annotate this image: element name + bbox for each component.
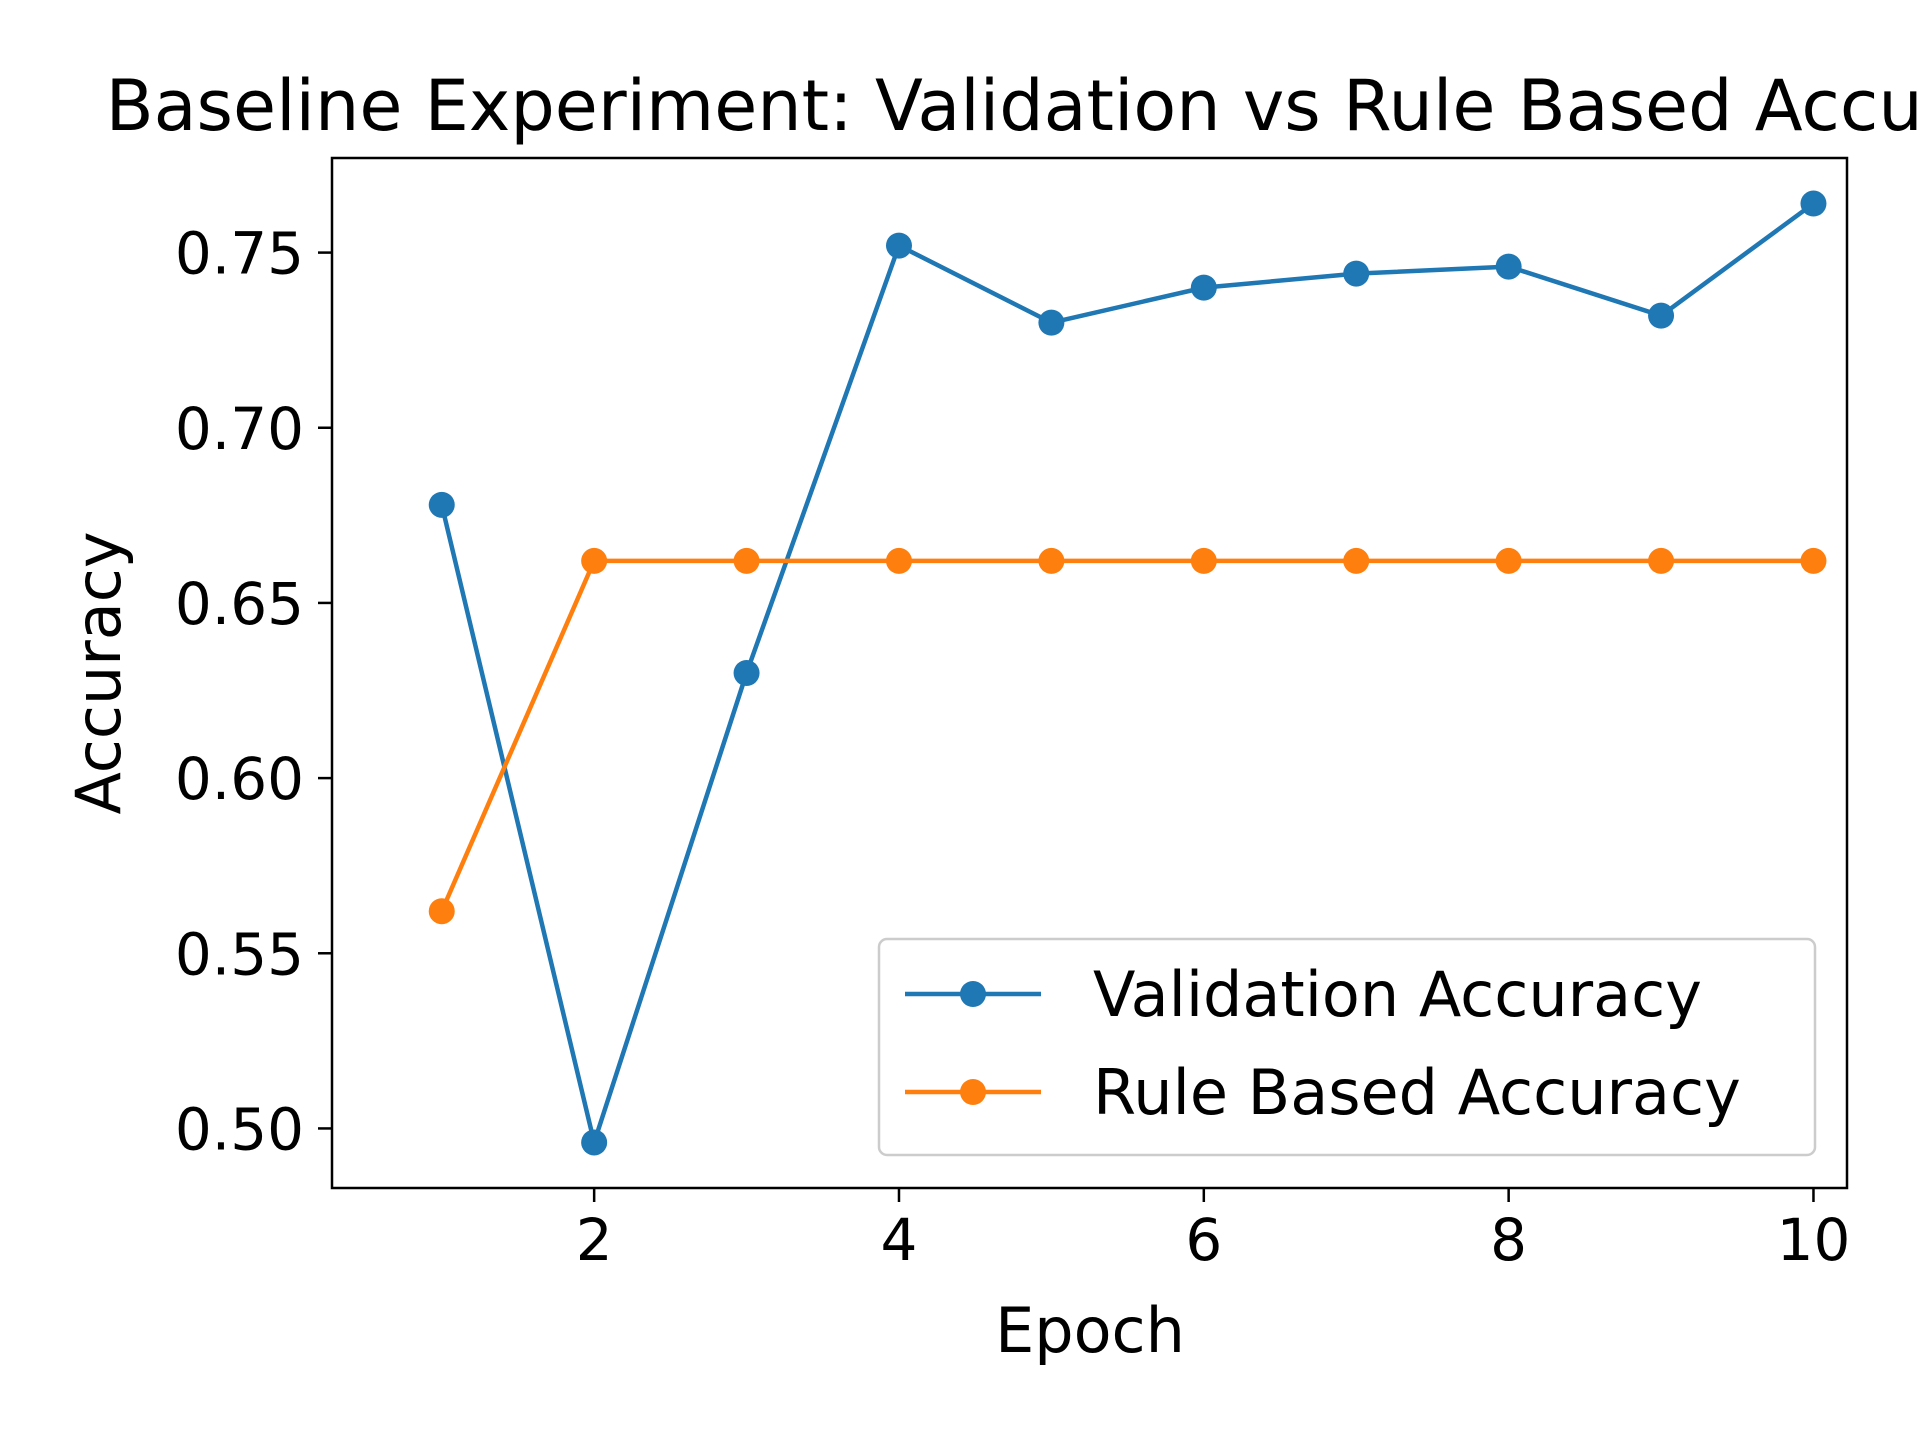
x-axis-label: Epoch [995, 1294, 1185, 1367]
data-point [428, 898, 455, 925]
series-line [439, 558, 1814, 913]
data-point [1800, 547, 1827, 574]
y-tick-label: 0.75 [175, 220, 304, 288]
data-point [1495, 253, 1522, 280]
x-axis-ticks: 2 4 6 8 10 [576, 1188, 1851, 1274]
legend-entries: Validation Accuracy Rule Based Accuracy [905, 958, 1741, 1129]
data-point [733, 547, 760, 574]
series-layer [428, 190, 1827, 1156]
series-1 [428, 190, 1827, 1156]
legend-box [877, 937, 1817, 1157]
data-point [1343, 260, 1370, 287]
data-point [428, 491, 455, 518]
x-tick-label: 4 [881, 1206, 918, 1274]
x-tick-label: 2 [576, 1206, 613, 1274]
x-tick-label: 10 [1777, 1206, 1851, 1274]
y-tick-label: 0.65 [175, 570, 304, 638]
data-point [1648, 302, 1675, 329]
legend-label: Validation Accuracy [1093, 958, 1702, 1031]
plot-area-frame [330, 156, 1849, 1190]
series-line [439, 201, 1815, 1145]
data-point [581, 1129, 608, 1156]
data-point [1190, 547, 1217, 574]
data-point [1038, 309, 1065, 336]
data-point [1038, 547, 1065, 574]
y-axis-ticks: 0.50 0.55 0.60 0.65 0.70 0.75 [175, 220, 332, 1163]
data-point [885, 232, 912, 259]
chart-title: Baseline Experiment: Validation vs Rule … [106, 65, 1920, 147]
y-tick-label: 0.70 [175, 395, 304, 463]
data-point [1495, 547, 1522, 574]
legend-marker [960, 1079, 986, 1105]
data-point [581, 547, 608, 574]
data-point [1343, 547, 1370, 574]
data-point [1190, 274, 1217, 301]
data-point [1648, 547, 1675, 574]
data-point [885, 547, 912, 574]
y-tick-label: 0.50 [175, 1095, 304, 1163]
y-axis-label: Accuracy [62, 531, 135, 814]
y-tick-label: 0.55 [175, 920, 304, 988]
y-tick-label: 0.60 [175, 745, 304, 813]
x-tick-label: 6 [1185, 1206, 1222, 1274]
legend: Validation Accuracy Rule Based Accuracy [877, 937, 1817, 1157]
series-2 [428, 547, 1827, 925]
legend-marker [960, 981, 986, 1007]
data-point [733, 660, 760, 686]
x-tick-label: 8 [1490, 1206, 1527, 1274]
legend-label: Rule Based Accuracy [1093, 1056, 1741, 1129]
data-point [1800, 190, 1827, 217]
